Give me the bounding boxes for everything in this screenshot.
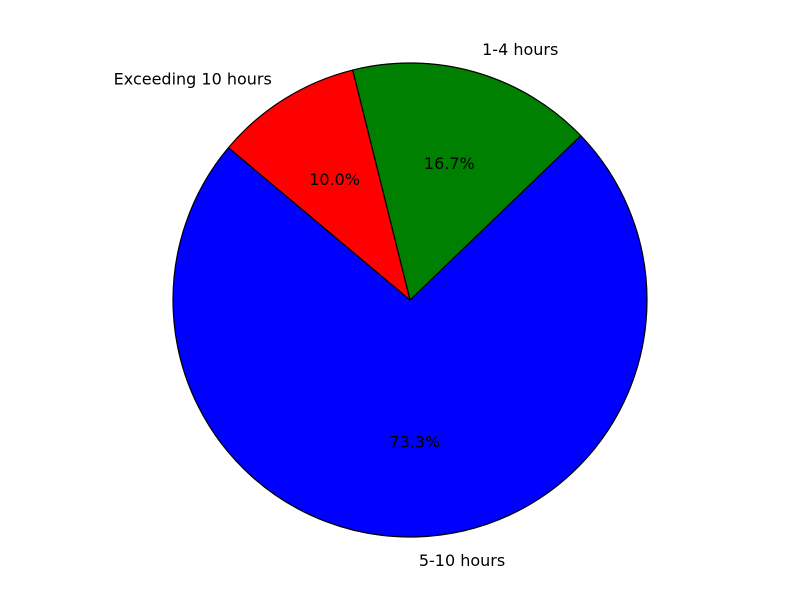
pie-category-label-1-4-hours: 1-4 hours	[482, 40, 558, 59]
pie-slice-exceeding-10-hours	[227, 69, 411, 301]
pie-percent-label-1-4-hours: 16.7%	[424, 154, 475, 173]
pie-percent-label-5-10-hours: 73.3%	[389, 433, 440, 452]
pie-category-label-exceeding-10-hours: Exceeding 10 hours	[114, 69, 272, 88]
pie-slices	[172, 62, 648, 538]
pie-slice-5-10-hours	[172, 135, 648, 538]
pie-labels: 73.3% 5-10 hours 16.7% 1-4 hours 10.0% Exceed…	[114, 40, 559, 570]
pie-slice-1-4-hours	[352, 62, 582, 301]
pie-category-label-5-10-hours: 5-10 hours	[419, 551, 505, 570]
pie-percent-label-exceeding-10-hours: 10.0%	[309, 170, 360, 189]
